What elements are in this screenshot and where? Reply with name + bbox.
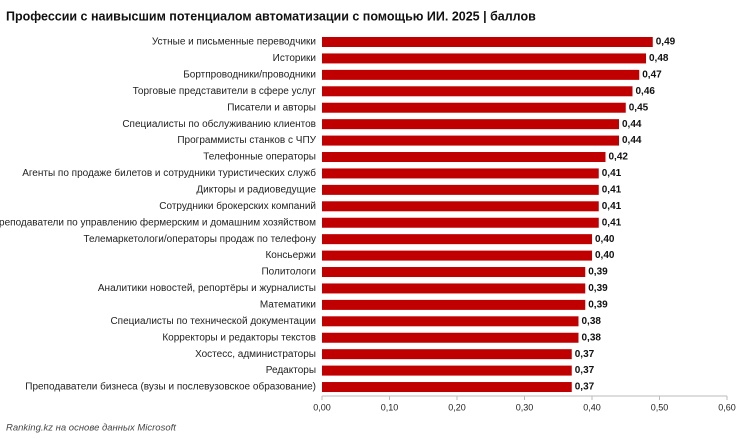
y-tick-label: Специалисты по технической документации <box>110 316 316 327</box>
value-label: 0,46 <box>636 86 656 97</box>
y-tick-label: Историки <box>273 53 316 64</box>
value-label: 0,37 <box>575 365 595 376</box>
bar <box>322 37 653 47</box>
y-tick-label: Сотрудники брокерских компаний <box>159 200 316 212</box>
bar <box>322 382 572 393</box>
chart-title: Профессии с наивысшим потенциалом автома… <box>6 9 536 23</box>
value-label: 0,38 <box>582 316 602 327</box>
y-tick-label: Консьержи <box>265 250 316 261</box>
bar <box>322 102 626 113</box>
value-label: 0,40 <box>595 250 615 261</box>
y-tick-label: Аналитики новостей, репортёры и журналис… <box>98 283 316 294</box>
value-label: 0,37 <box>575 382 595 393</box>
bar <box>322 201 599 212</box>
x-tick-label: 0,20 <box>448 402 466 412</box>
bar <box>322 365 572 376</box>
bar <box>322 69 640 80</box>
bar <box>322 316 579 327</box>
bar <box>322 299 586 310</box>
x-tick-label: 0,10 <box>381 402 399 412</box>
bar <box>322 250 592 261</box>
x-tick-label: 0,40 <box>583 402 601 412</box>
value-label: 0,44 <box>622 135 642 146</box>
source-note: Ranking.kz на основе данных Microsoft <box>6 423 176 434</box>
value-label: 0,49 <box>656 37 676 48</box>
bar <box>322 234 592 245</box>
y-tick-label: Дикторы и радиоведущие <box>196 185 316 196</box>
y-tick-label: Преподаватели по управлению фермерским и… <box>0 216 316 228</box>
bar <box>322 152 606 163</box>
value-label: 0,41 <box>602 168 622 179</box>
y-tick-label: Математики <box>260 300 316 311</box>
y-tick-label: Преподаватели бизнеса (вузы и послевузов… <box>25 381 316 393</box>
value-label: 0,48 <box>649 53 669 64</box>
bar <box>322 168 599 179</box>
value-label: 0,39 <box>588 267 608 278</box>
y-tick-label: Программисты станков с ЧПУ <box>177 135 316 146</box>
y-tick-label: Телефонные операторы <box>203 151 316 163</box>
y-tick-label: Агенты по продаже билетов и сотрудники т… <box>22 167 316 179</box>
bar <box>322 283 586 294</box>
bar <box>322 184 599 195</box>
value-label: 0,45 <box>629 102 649 113</box>
y-tick-label: Специалисты по обслуживанию клиентов <box>122 118 316 130</box>
value-label: 0,39 <box>588 283 608 294</box>
y-tick-label: Корректоры и редакторы текстов <box>162 332 316 343</box>
value-label: 0,38 <box>582 332 602 343</box>
x-tick-label: 0,50 <box>651 402 669 412</box>
x-tick-label: 0,30 <box>516 402 534 412</box>
bar <box>322 332 579 343</box>
bar <box>322 119 619 130</box>
y-tick-label: Бортпроводники/проводники <box>183 70 316 81</box>
y-tick-label: Телемаркетологи/операторы продаж по теле… <box>83 233 316 245</box>
bar <box>322 86 633 97</box>
value-label: 0,41 <box>602 217 622 228</box>
x-tick-label: 0,00 <box>313 402 331 412</box>
value-label: 0,41 <box>602 185 622 196</box>
value-label: 0,40 <box>595 234 615 245</box>
value-label: 0,42 <box>609 152 629 163</box>
value-label: 0,37 <box>575 349 595 360</box>
y-tick-label: Писатели и авторы <box>227 102 316 113</box>
y-tick-label: Торговые представители в сфере услуг <box>133 85 317 97</box>
value-label: 0,47 <box>642 70 662 81</box>
bar <box>322 135 619 146</box>
y-tick-label: Хостесс, администраторы <box>195 349 316 360</box>
bar <box>322 349 572 360</box>
y-tick-label: Политологи <box>261 267 316 278</box>
y-tick-label: Редакторы <box>266 365 316 376</box>
value-label: 0,39 <box>588 300 608 311</box>
bar <box>322 53 646 64</box>
x-tick-label: 0,60 <box>718 402 736 412</box>
value-label: 0,44 <box>622 119 642 130</box>
bar <box>322 217 599 228</box>
value-label: 0,41 <box>602 201 622 212</box>
y-tick-label: Устные и письменные переводчики <box>152 37 316 48</box>
bar <box>322 267 586 278</box>
